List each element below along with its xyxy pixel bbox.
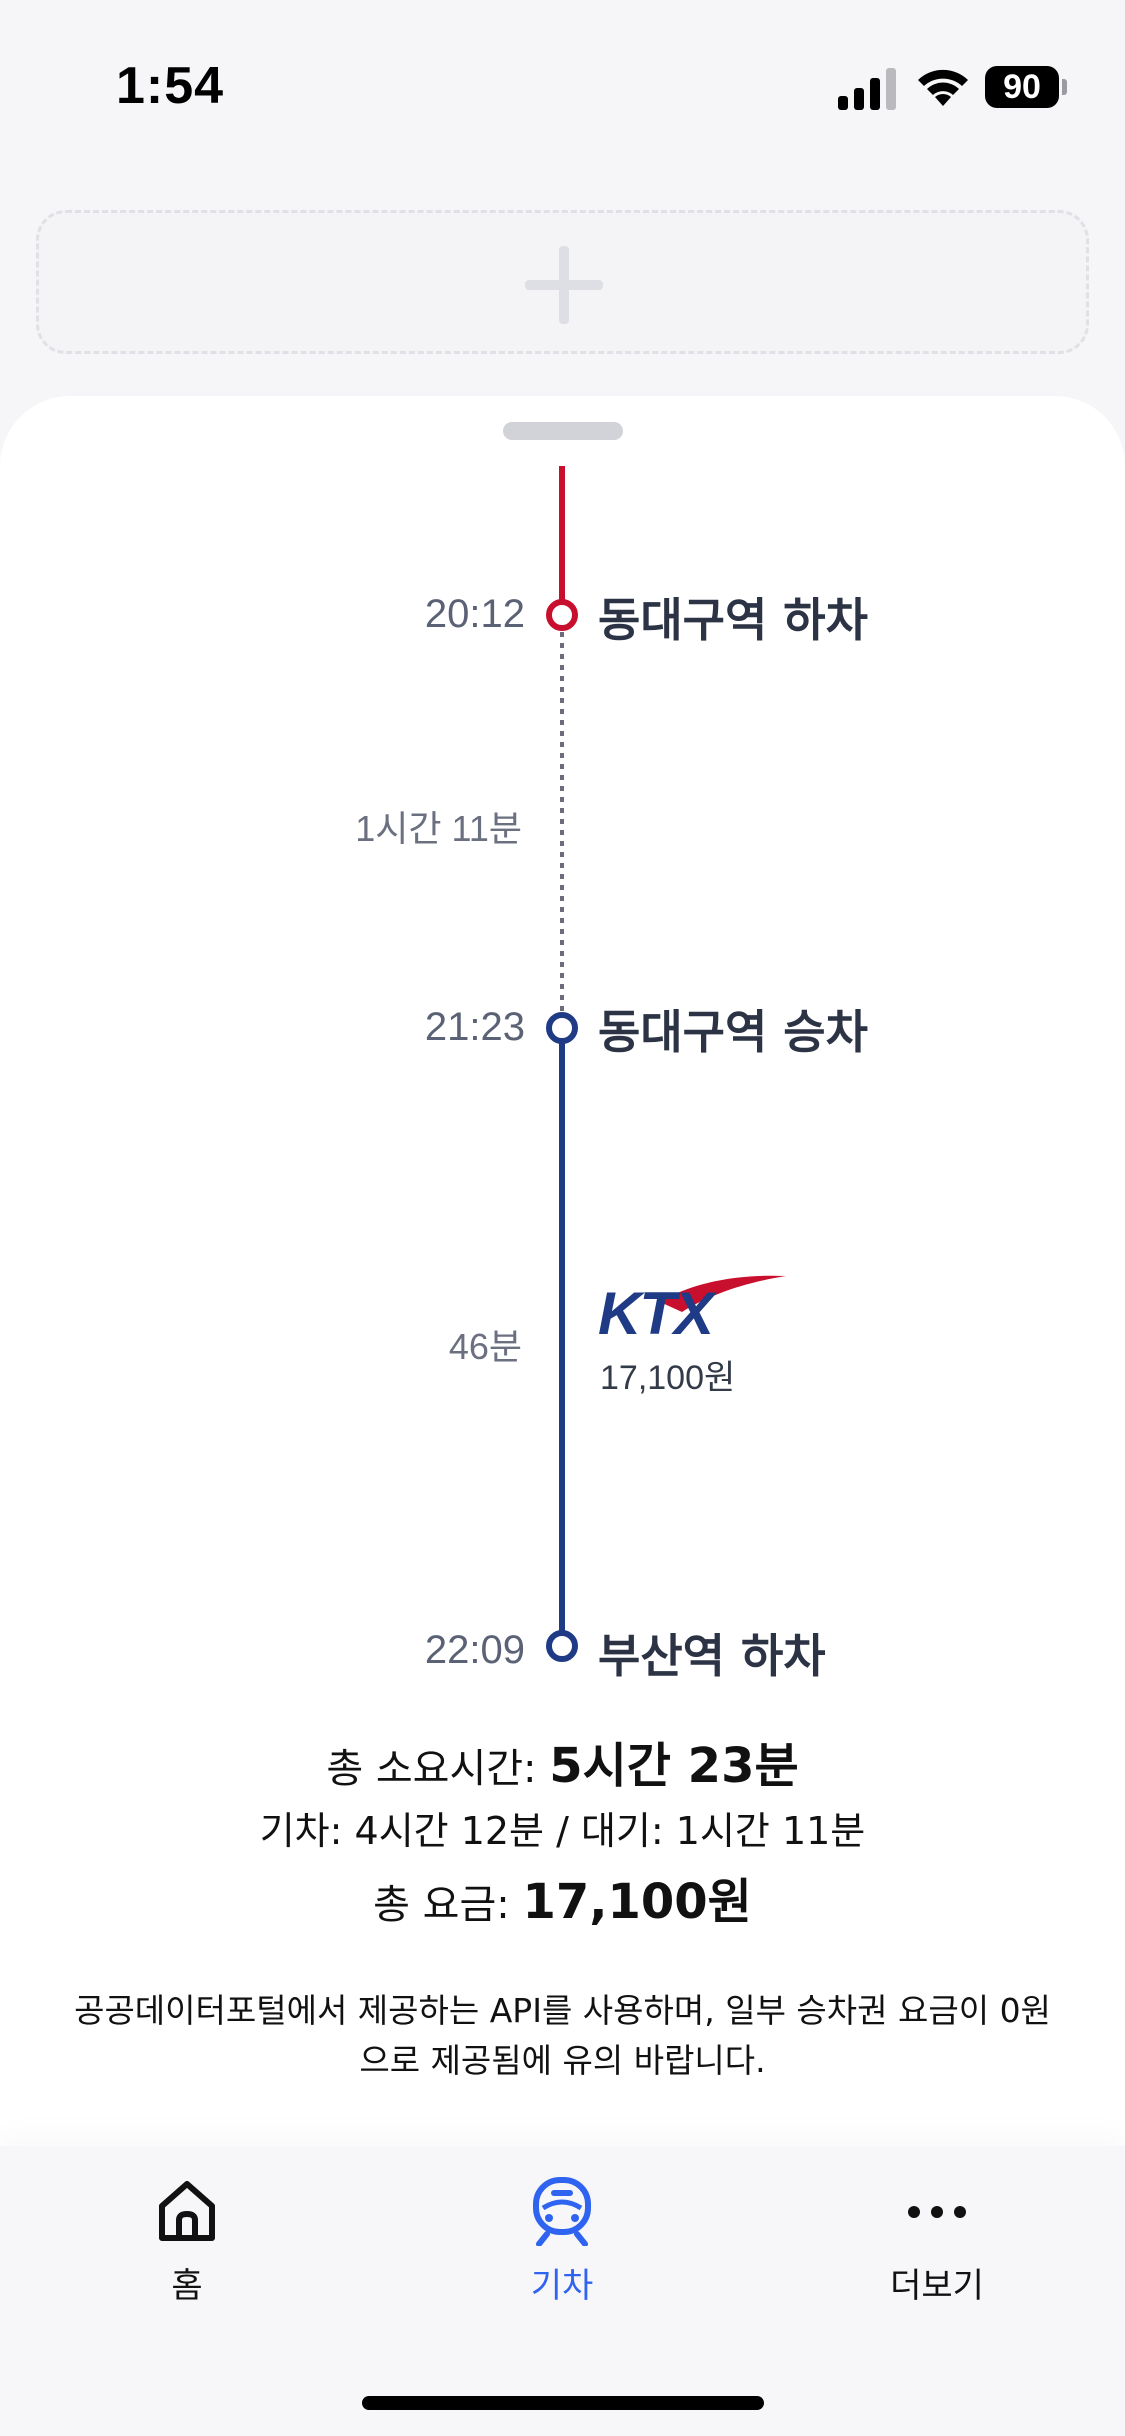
tab-home-label: 홈 (171, 2266, 203, 2306)
time-breakdown: 기차: 4시간 12분 / 대기: 1시간 11분 (259, 1809, 866, 1853)
tab-train-label: 기차 (530, 2266, 594, 2306)
stop-station: 동대구역 승차 (598, 1005, 868, 1059)
battery-icon: 90 (985, 66, 1067, 108)
total-fare-value: 17,100원 (522, 1874, 752, 1930)
tab-train[interactable]: 기차 (472, 2176, 652, 2307)
sheet-drag-handle[interactable] (503, 422, 623, 440)
wait-duration: 1시간 11분 (355, 808, 522, 849)
stop-station: 부산역 하차 (598, 1629, 826, 1683)
stop-time: 22:09 (424, 1628, 525, 1672)
wait-segment-line (560, 632, 564, 1026)
wifi-icon (918, 69, 968, 106)
plus-icon[interactable] (525, 246, 603, 324)
total-time: 총 소요시간: 5시간 23분 (0, 1726, 1125, 1796)
more-icon (908, 2206, 966, 2218)
home-icon (159, 2181, 215, 2241)
stop-station: 동대구역 하차 (598, 593, 868, 647)
train-fare: 17,100원 (600, 1359, 736, 1397)
train-segment-line (559, 1030, 565, 1646)
ktx-logo: KTX (598, 1275, 786, 1342)
total-fare: 총 요금: 17,100원 (0, 1862, 1125, 1932)
status-bar: 1:54 90 (0, 0, 1125, 140)
alight-segment-line (559, 466, 565, 616)
stop-time: 20:12 (424, 592, 525, 636)
train-duration: 46분 (448, 1326, 522, 1367)
stop-node (546, 1630, 578, 1662)
api-notice: 공공데이터포털에서 제공하는 API를 사용하며, 일부 승차권 요금이 0원으… (74, 1991, 1051, 2080)
tab-home[interactable]: 홈 (97, 2176, 277, 2307)
tab-more[interactable]: 더보기 (847, 2176, 1027, 2307)
stop-node (546, 1012, 578, 1044)
tab-more-label: 더보기 (890, 2266, 984, 2306)
home-indicator[interactable] (362, 2396, 764, 2410)
svg-text:KTX: KTX (598, 1280, 718, 1342)
signal-icon (838, 68, 896, 110)
train-icon (533, 2177, 591, 2246)
stop-time: 21:23 (424, 1005, 525, 1049)
total-fare-label: 총 요금: (373, 1882, 523, 1928)
status-time: 1:54 (116, 57, 225, 115)
total-time-label: 총 소요시간: (326, 1746, 550, 1792)
total-time-value: 5시간 23분 (549, 1738, 799, 1794)
battery-level: 90 (985, 66, 1059, 108)
battery-tip (1062, 79, 1067, 95)
stop-node (546, 599, 578, 631)
